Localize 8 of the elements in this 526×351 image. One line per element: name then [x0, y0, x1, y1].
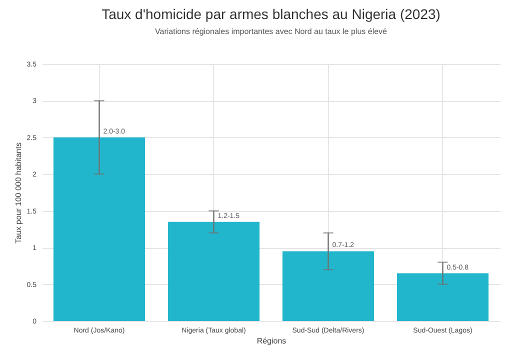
bar — [168, 222, 260, 321]
x-axis-title: Régions — [256, 336, 286, 346]
bar — [396, 273, 489, 321]
chart-subtitle: Variations régionales importantes avec Nord au taux le plus élevé — [155, 27, 388, 36]
bar — [53, 137, 146, 321]
y-axis-title: Taux pour 100 000 habitants — [14, 142, 23, 244]
chart-title: Taux d'homicide par armes blanches au Nigeria (2023) — [102, 6, 440, 22]
bar — [282, 251, 374, 321]
